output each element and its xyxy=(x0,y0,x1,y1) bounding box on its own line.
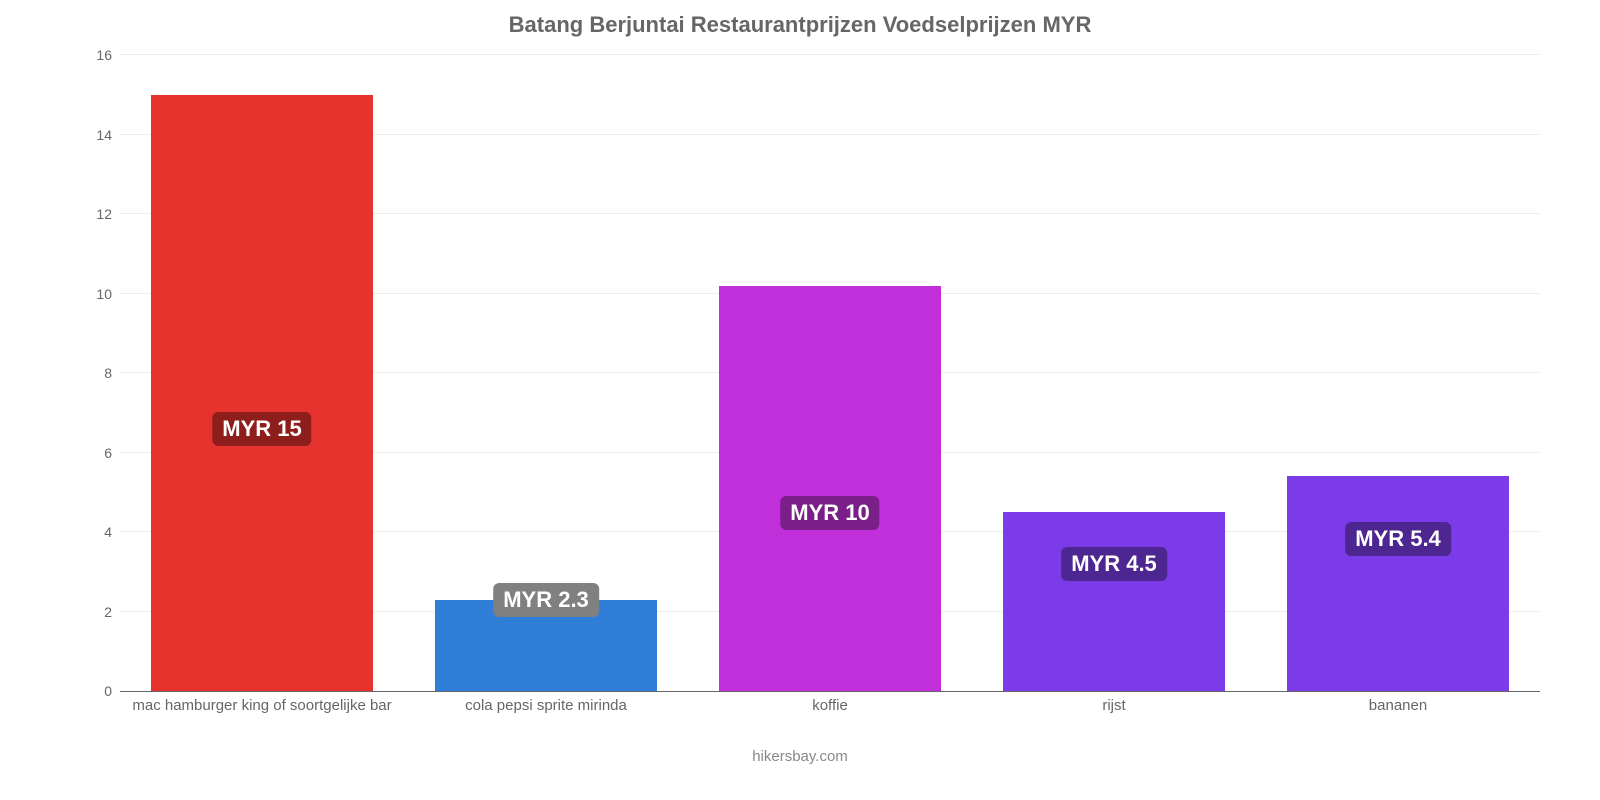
x-tick-label: koffie xyxy=(812,691,848,714)
y-tick-label: 2 xyxy=(104,604,120,620)
x-tick-label: bananen xyxy=(1369,691,1427,714)
bar-chart: Batang Berjuntai Restaurantprijzen Voeds… xyxy=(0,0,1600,800)
x-tick-label: cola pepsi sprite mirinda xyxy=(465,691,627,714)
x-tick-label: rijst xyxy=(1102,691,1125,714)
plot-area: 0246810121416mac hamburger king of soort… xyxy=(120,56,1540,692)
y-tick-label: 6 xyxy=(104,445,120,461)
y-tick-label: 10 xyxy=(96,286,120,302)
y-tick-label: 4 xyxy=(104,524,120,540)
chart-title: Batang Berjuntai Restaurantprijzen Voeds… xyxy=(0,12,1600,38)
value-pill: MYR 2.3 xyxy=(493,583,599,617)
y-tick-label: 16 xyxy=(96,47,120,63)
y-tick-label: 12 xyxy=(96,206,120,222)
x-tick-label: mac hamburger king of soortgelijke bar xyxy=(132,691,391,714)
bar xyxy=(719,286,941,691)
y-tick-label: 14 xyxy=(96,127,120,143)
chart-footer: hikersbay.com xyxy=(0,748,1600,765)
value-pill: MYR 4.5 xyxy=(1061,547,1167,581)
y-tick-label: 8 xyxy=(104,365,120,381)
value-pill: MYR 5.4 xyxy=(1345,522,1451,556)
value-pill: MYR 10 xyxy=(780,496,879,530)
y-tick-label: 0 xyxy=(104,683,120,699)
bar xyxy=(1287,476,1509,691)
value-pill: MYR 15 xyxy=(212,412,311,446)
bar xyxy=(151,95,373,691)
bar xyxy=(1003,512,1225,691)
grid-line xyxy=(120,54,1540,55)
